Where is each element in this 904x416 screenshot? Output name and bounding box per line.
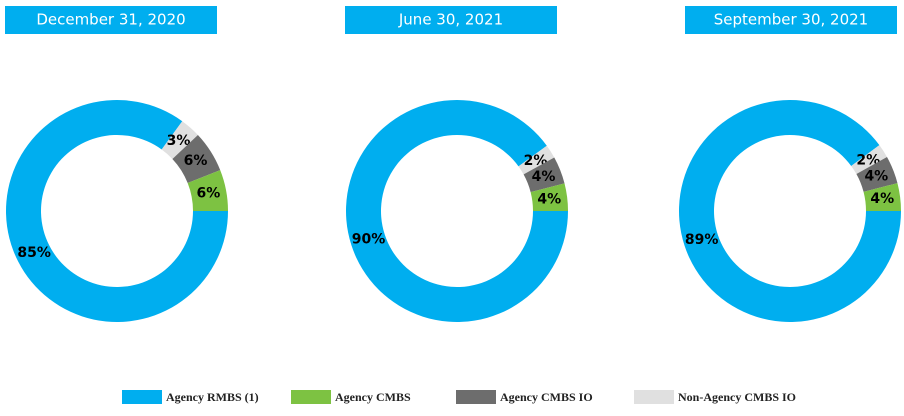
value-label: 4% bbox=[870, 191, 894, 207]
donut-slice bbox=[187, 170, 228, 211]
title-box bbox=[685, 6, 897, 34]
legend-label: Agency CMBS bbox=[335, 390, 411, 404]
legend-label: Agency CMBS IO bbox=[500, 390, 593, 404]
value-label: 85% bbox=[17, 245, 51, 261]
donut-slice bbox=[856, 157, 898, 192]
value-label: 89% bbox=[685, 232, 719, 248]
donut-slice bbox=[346, 99, 568, 322]
legend-swatch bbox=[122, 390, 162, 404]
value-label: 6% bbox=[184, 153, 208, 169]
donut-slice bbox=[530, 183, 568, 211]
chart-title: December 31, 2020 bbox=[36, 11, 185, 29]
donut-slice bbox=[6, 100, 229, 323]
donut-slice bbox=[679, 99, 901, 322]
donut-slice bbox=[172, 135, 221, 184]
donut-slice bbox=[518, 145, 555, 175]
legend-label: Non-Agency CMBS IO bbox=[678, 390, 796, 404]
value-label: 4% bbox=[537, 191, 561, 207]
value-label: 3% bbox=[167, 133, 191, 149]
donut-slice bbox=[161, 121, 198, 159]
title-box bbox=[5, 6, 217, 34]
donut-slice bbox=[863, 183, 901, 211]
donut-slice bbox=[851, 145, 887, 175]
legend-label: Agency RMBS (1) bbox=[166, 390, 259, 404]
title-box bbox=[345, 6, 557, 34]
donut-slice bbox=[523, 157, 565, 193]
value-label: 4% bbox=[532, 169, 556, 185]
legend-swatch bbox=[634, 390, 674, 404]
value-label: 4% bbox=[864, 168, 888, 184]
legend-swatch bbox=[291, 390, 331, 404]
value-label: 90% bbox=[352, 232, 386, 248]
chart-title: June 30, 2021 bbox=[398, 11, 503, 29]
value-label: 6% bbox=[196, 186, 220, 202]
legend-swatch bbox=[456, 390, 496, 404]
chart-title: September 30, 2021 bbox=[714, 11, 868, 29]
